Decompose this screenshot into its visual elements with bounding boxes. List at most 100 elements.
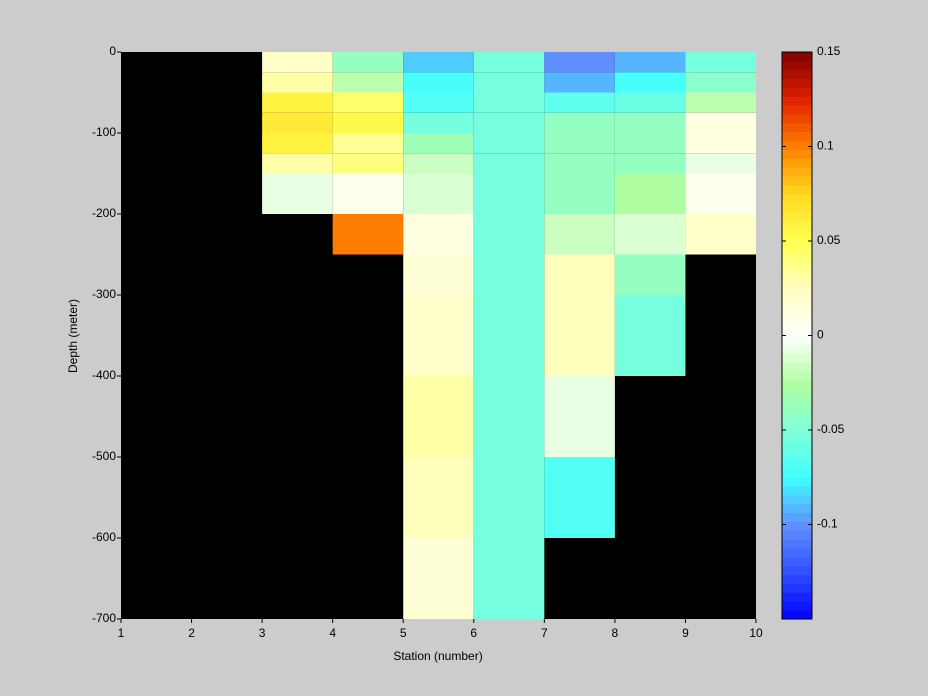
colorbar-band: [782, 69, 812, 80]
heat-cell: [544, 295, 615, 336]
heat-cell: [544, 214, 615, 255]
colorbar-band: [782, 503, 812, 514]
heat-cell: [403, 457, 474, 498]
heat-cell: [614, 173, 686, 214]
y-tick-label: -700: [92, 611, 116, 625]
x-axis-label: Station (number): [393, 649, 482, 663]
x-tick-label: 2: [188, 626, 195, 640]
heat-cell: [262, 153, 333, 174]
heat-cell: [473, 335, 545, 376]
heat-cell: [685, 92, 756, 113]
colorbar-band: [782, 583, 812, 593]
heat-cell: [473, 153, 545, 174]
heat-cell: [685, 133, 756, 154]
colorbar-band: [782, 184, 812, 195]
colorbar-band: [782, 468, 812, 478]
x-tick-label: 3: [259, 626, 266, 640]
heat-cell: [403, 133, 474, 154]
heat-cell: [685, 52, 756, 73]
heat-cell: [403, 538, 474, 579]
heat-cell: [614, 133, 686, 154]
colorbar-band: [782, 122, 812, 133]
colorbar-band: [782, 388, 812, 399]
heat-cell: [473, 578, 545, 619]
colorbar-tick-label: -0.1: [817, 517, 838, 531]
heat-cell: [685, 173, 756, 214]
heat-cell: [332, 72, 404, 93]
heat-cell: [403, 214, 474, 255]
x-tick-label: 5: [400, 626, 407, 640]
heat-cell: [544, 52, 615, 73]
heat-cell: [473, 376, 545, 417]
y-tick-label: -600: [92, 530, 116, 544]
heat-cell: [403, 416, 474, 457]
heat-cell: [614, 295, 686, 336]
heat-cell: [685, 153, 756, 174]
colorbar-band: [782, 450, 812, 461]
heat-cell: [614, 153, 686, 174]
colorbar-band: [782, 459, 812, 469]
colorbar-band: [782, 246, 812, 257]
colorbar-band: [782, 255, 812, 266]
colorbar-band: [782, 512, 812, 523]
colorbar-band: [782, 273, 812, 283]
heat-cell: [473, 497, 545, 538]
heat-cell: [262, 52, 333, 73]
heat-cell: [473, 72, 545, 93]
colorbar-band: [782, 335, 812, 345]
colorbar-band: [782, 397, 812, 407]
colorbar-band: [782, 308, 812, 319]
heat-cell: [685, 112, 756, 133]
heat-cell: [544, 497, 615, 538]
colorbar-band: [782, 87, 812, 97]
y-tick-label: -100: [92, 125, 116, 139]
colorbar-band: [782, 264, 812, 274]
colorbar-band: [782, 486, 812, 496]
heat-cell: [332, 214, 404, 255]
y-tick-label: 0: [109, 44, 116, 58]
colorbar-band: [782, 592, 812, 602]
heat-cell: [473, 295, 545, 336]
colorbar-band: [782, 362, 812, 372]
colorbar-band: [782, 52, 812, 62]
colorbar-band: [782, 300, 812, 310]
heat-cell: [544, 92, 615, 113]
x-tick-label: 4: [329, 626, 336, 640]
y-tick-label: -400: [92, 368, 116, 382]
y-axis-label: Depth (meter): [66, 299, 80, 373]
heat-cell: [473, 538, 545, 579]
heat-cell: [544, 335, 615, 376]
colorbar-band: [782, 610, 812, 620]
x-tick-label: 6: [470, 626, 477, 640]
heat-cell: [614, 72, 686, 93]
colorbar-band: [782, 238, 812, 248]
heat-cell: [403, 335, 474, 376]
colorbar-band: [782, 229, 812, 239]
colorbar-band: [782, 565, 812, 576]
x-tick-label: 7: [541, 626, 548, 640]
colorbar-band: [782, 211, 812, 221]
colorbar-band: [782, 105, 812, 115]
colorbar-band: [782, 548, 812, 558]
heat-cell: [614, 254, 686, 295]
colorbar-band: [782, 539, 812, 549]
colorbar-band: [782, 494, 812, 505]
colorbar-band: [782, 379, 812, 390]
colorbar-band: [782, 556, 812, 567]
x-tick-label: 9: [682, 626, 689, 640]
heat-cell: [544, 416, 615, 457]
colorbar-band: [782, 353, 812, 363]
heat-cell: [403, 578, 474, 619]
colorbar-tick-label: 0: [817, 328, 824, 342]
heat-cell: [473, 214, 545, 255]
heat-cell: [473, 133, 545, 154]
colorbar-band: [782, 220, 812, 230]
heat-cell: [403, 52, 474, 73]
heat-cell: [403, 295, 474, 336]
heat-cell: [544, 254, 615, 295]
colorbar-band: [782, 114, 812, 124]
colorbar-band: [782, 202, 812, 212]
heat-cell: [473, 112, 545, 133]
heat-cell: [614, 92, 686, 113]
